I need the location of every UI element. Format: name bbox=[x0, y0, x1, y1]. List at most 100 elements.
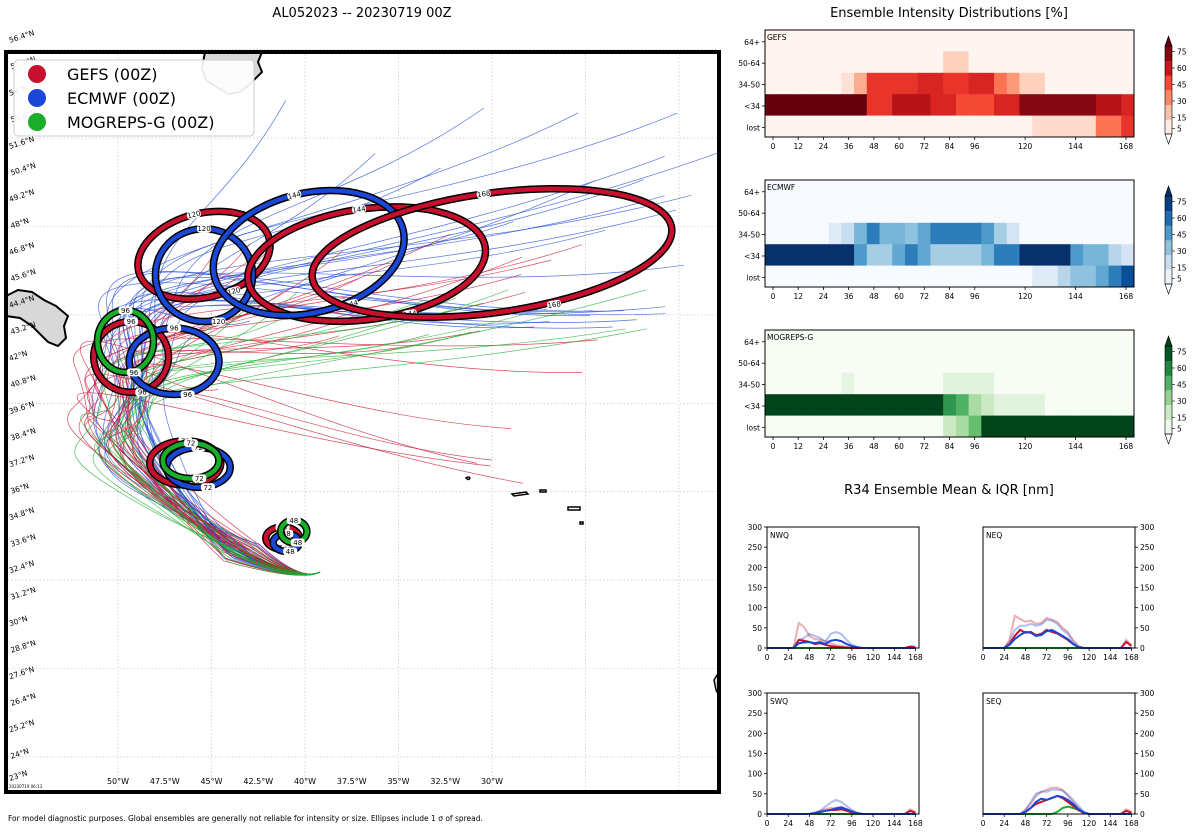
r34-ytick-label: 50 bbox=[752, 790, 762, 799]
hour-label-bg bbox=[476, 189, 491, 199]
heatmap-cell bbox=[1057, 415, 1071, 438]
ellipse-hour-label: 168 bbox=[477, 189, 491, 199]
heatmap-cell bbox=[1095, 115, 1109, 138]
heatmap-xtick-label: 24 bbox=[819, 292, 829, 301]
heatmap-cell bbox=[994, 94, 1008, 116]
heatmap-cell bbox=[866, 244, 880, 266]
heatmap-cell bbox=[968, 30, 982, 52]
heatmap-cell bbox=[1019, 415, 1033, 438]
heatmap-xtick-label: 96 bbox=[970, 292, 980, 301]
heatmap-cell bbox=[1095, 72, 1109, 95]
heatmap-cell bbox=[815, 330, 830, 352]
heatmap-cell bbox=[1083, 51, 1097, 74]
heatmap-cell bbox=[815, 351, 830, 374]
ensemble-track-line bbox=[117, 331, 472, 576]
heatmap-cell bbox=[1121, 244, 1135, 266]
ensemble-track-line bbox=[104, 107, 485, 575]
heatmap-xtick-label: 0 bbox=[771, 142, 776, 151]
heatmap-cell bbox=[917, 180, 931, 202]
heatmap-cell bbox=[1108, 372, 1122, 395]
heatmap-cell bbox=[968, 330, 982, 352]
ellipse-hour-label: 96 bbox=[170, 325, 179, 333]
heatmap-cell bbox=[1083, 222, 1097, 245]
r34-xtick-label: 144 bbox=[887, 653, 902, 662]
heatmap-cell bbox=[917, 115, 931, 138]
heatmap-cell bbox=[981, 415, 995, 438]
heatmap-cell bbox=[1019, 394, 1033, 416]
ensemble-track-line bbox=[107, 274, 522, 575]
r34-panel-name: SEQ bbox=[986, 697, 1001, 706]
heatmap-cell bbox=[828, 330, 842, 352]
colorbar-tick-label: 30 bbox=[1177, 247, 1187, 256]
r34-ytick-label: 50 bbox=[1140, 790, 1150, 799]
heatmap-cell bbox=[790, 265, 804, 288]
ellipse-hour-label: 144 bbox=[352, 205, 367, 215]
heatmap-cell bbox=[1121, 180, 1135, 202]
heatmap-cell bbox=[1006, 222, 1020, 245]
heatmap-cell bbox=[930, 51, 944, 74]
colorbar-frame bbox=[1164, 45, 1173, 135]
ellipse-hour-label: 120 bbox=[212, 318, 225, 326]
heatmap-cell bbox=[803, 115, 817, 138]
lon-tick-label: 42.5°W bbox=[243, 777, 273, 786]
heatmap-cell bbox=[866, 201, 880, 224]
heatmap-cell bbox=[1095, 222, 1109, 245]
heatmap-cell bbox=[1070, 222, 1084, 245]
heatmap-cell bbox=[777, 222, 791, 245]
ellipse-mogreps-g-96: 96 96 bbox=[93, 306, 158, 377]
heatmap-xtick-label: 72 bbox=[920, 442, 930, 451]
heatmap-cell bbox=[943, 180, 957, 202]
heatmap-cell bbox=[1019, 180, 1033, 202]
heatmap-xtick-label: 12 bbox=[793, 442, 803, 451]
heatmap-cell bbox=[1006, 244, 1020, 266]
heatmap-cell bbox=[777, 351, 791, 374]
heatmap-cell bbox=[930, 330, 944, 352]
heatmap-cell bbox=[854, 330, 868, 352]
r34-panel-name: NWQ bbox=[770, 531, 789, 540]
heatmap-cell bbox=[917, 222, 931, 245]
r34-xtick-label: 72 bbox=[826, 819, 836, 828]
r34-ytick-label: 150 bbox=[1140, 584, 1155, 593]
heatmap-cell bbox=[815, 265, 830, 288]
heatmap-cell bbox=[1070, 51, 1084, 74]
heatmap-cell bbox=[892, 115, 906, 138]
heatmap-cell bbox=[955, 415, 969, 438]
heatmap-cell bbox=[1032, 394, 1046, 416]
ellipse-hour-label: 120 bbox=[187, 209, 202, 220]
heatmap-cell bbox=[879, 180, 893, 202]
heatmap-cell bbox=[1019, 201, 1033, 224]
r34-ytick-label: 250 bbox=[748, 543, 763, 552]
heatmap-cell bbox=[854, 180, 868, 202]
heatmap-ytick-label: lost bbox=[746, 273, 760, 282]
r34-ytick-label: 100 bbox=[748, 604, 763, 613]
heatmap-cell bbox=[841, 51, 855, 74]
heatmap-cell bbox=[968, 94, 982, 116]
heatmap-cell bbox=[854, 415, 868, 438]
azores-island-1 bbox=[464, 476, 471, 481]
intensity-heatmaps: GEFS 64+ 50-64 34-50 <34 lost 0 12 24 36 48 60 72 84 9… bbox=[738, 29, 1187, 451]
r34-xtick-label: 120 bbox=[866, 819, 881, 828]
heatmap-cell bbox=[803, 94, 817, 116]
colorbar-frame bbox=[1164, 195, 1173, 285]
r34-ytick-label: 50 bbox=[1140, 624, 1150, 633]
heatmap-cell bbox=[790, 330, 804, 352]
colorbar-tick-label: 75 bbox=[1177, 198, 1187, 207]
heatmap-cell bbox=[879, 72, 893, 95]
heatmap-cell bbox=[841, 115, 855, 138]
heatmap-cell bbox=[1121, 394, 1135, 416]
r34-background bbox=[983, 693, 1135, 814]
ellipse-hour-label: 96 bbox=[138, 389, 147, 397]
heatmap-cell bbox=[943, 351, 957, 374]
r34-xtick-label: 24 bbox=[783, 653, 793, 662]
r34-xtick-label: 144 bbox=[887, 819, 902, 828]
heatmap-cell bbox=[943, 115, 957, 138]
heatmap-cell bbox=[930, 394, 944, 416]
heatmap-cell bbox=[803, 330, 817, 352]
heatmap-cell bbox=[904, 394, 919, 416]
heatmap-cell bbox=[1044, 94, 1059, 116]
ensemble-track-line bbox=[99, 328, 647, 575]
heatmap-ytick-label: lost bbox=[746, 123, 760, 132]
colorbar-tick-label: 60 bbox=[1177, 214, 1187, 223]
heatmap-cell bbox=[1083, 201, 1097, 224]
heatmap-cell bbox=[1032, 330, 1046, 352]
